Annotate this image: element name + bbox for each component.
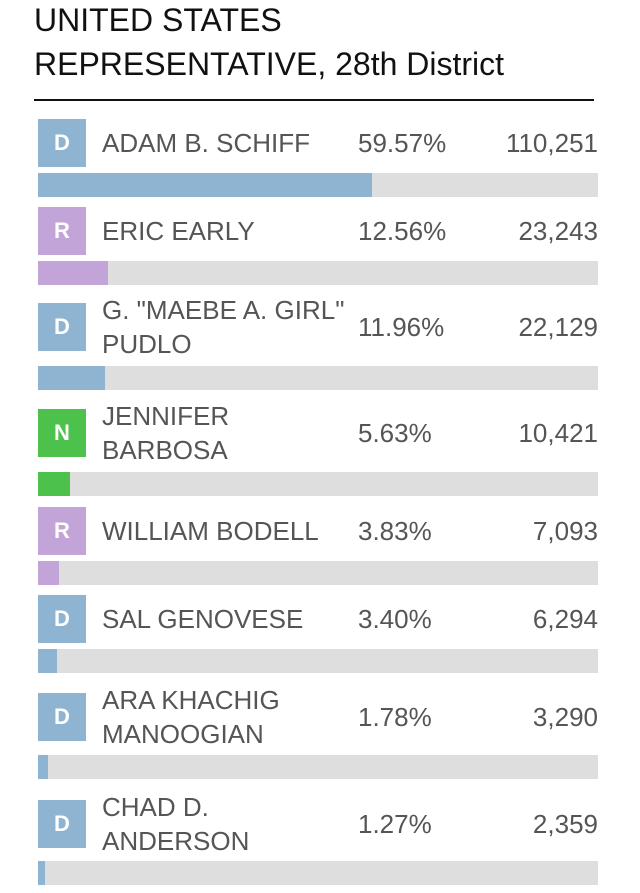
vote-count: 6,294 xyxy=(532,603,598,634)
vote-percent: 12.56% xyxy=(358,215,447,246)
vote-count: 23,243 xyxy=(518,215,598,246)
vote-percent: 3.40% xyxy=(358,603,432,634)
candidate-name: CHAD D. ANDERSON xyxy=(102,792,250,856)
vote-share-bar xyxy=(38,561,598,585)
candidate-name: ADAM B. SCHIFF xyxy=(102,128,311,158)
vote-share-bar xyxy=(38,755,598,779)
vote-share-fill xyxy=(38,173,372,197)
vote-share-bar xyxy=(38,472,598,496)
vote-count: 2,359 xyxy=(532,808,598,839)
vote-percent: 1.27% xyxy=(358,808,432,839)
title-divider xyxy=(34,99,594,101)
party-badge: D xyxy=(38,693,86,741)
vote-percent: 5.63% xyxy=(358,417,432,448)
vote-share-fill xyxy=(38,755,48,779)
candidate-name: JENNIFER BARBOSA xyxy=(102,401,230,465)
candidate-name: ARA KHACHIG MANOOGIAN xyxy=(102,685,280,749)
vote-count: 22,129 xyxy=(518,311,598,342)
vote-share-bar xyxy=(38,861,598,885)
vote-count: 7,093 xyxy=(532,515,598,546)
vote-share-bar xyxy=(38,366,598,390)
party-badge: R xyxy=(38,507,86,555)
vote-count: 3,290 xyxy=(532,701,598,732)
candidate-name: G. "MAEBE A. GIRL" PUDLO xyxy=(102,295,345,359)
vote-share-bar xyxy=(38,261,598,285)
vote-share-fill xyxy=(38,649,57,673)
party-badge: D xyxy=(38,595,86,643)
vote-share-fill xyxy=(38,861,45,885)
vote-percent: 3.83% xyxy=(358,515,432,546)
vote-percent: 11.96% xyxy=(358,311,445,342)
race-title-line-2: REPRESENTATIVE, 28th District xyxy=(34,46,505,82)
race-title-line-1: UNITED STATES xyxy=(34,2,282,38)
candidate-name: ERIC EARLY xyxy=(102,216,255,246)
party-badge: D xyxy=(38,303,86,351)
vote-share-fill xyxy=(38,366,105,390)
party-badge: N xyxy=(38,409,86,457)
vote-share-bar xyxy=(38,649,598,673)
candidate-name: WILLIAM BODELL xyxy=(102,516,319,546)
vote-percent: 1.78% xyxy=(358,701,432,732)
candidate-name: SAL GENOVESE xyxy=(102,604,304,634)
vote-share-fill xyxy=(38,561,59,585)
vote-share-fill xyxy=(38,472,70,496)
vote-share-fill xyxy=(38,261,108,285)
vote-percent: 59.57% xyxy=(358,127,447,158)
vote-count: 110,251 xyxy=(505,127,598,158)
party-badge: D xyxy=(38,800,86,848)
party-badge: D xyxy=(38,119,86,167)
vote-share-bar xyxy=(38,173,598,197)
race-title: UNITED STATES REPRESENTATIVE, 28th Distr… xyxy=(34,0,504,86)
party-badge: R xyxy=(38,207,86,255)
vote-count: 10,421 xyxy=(518,417,598,448)
